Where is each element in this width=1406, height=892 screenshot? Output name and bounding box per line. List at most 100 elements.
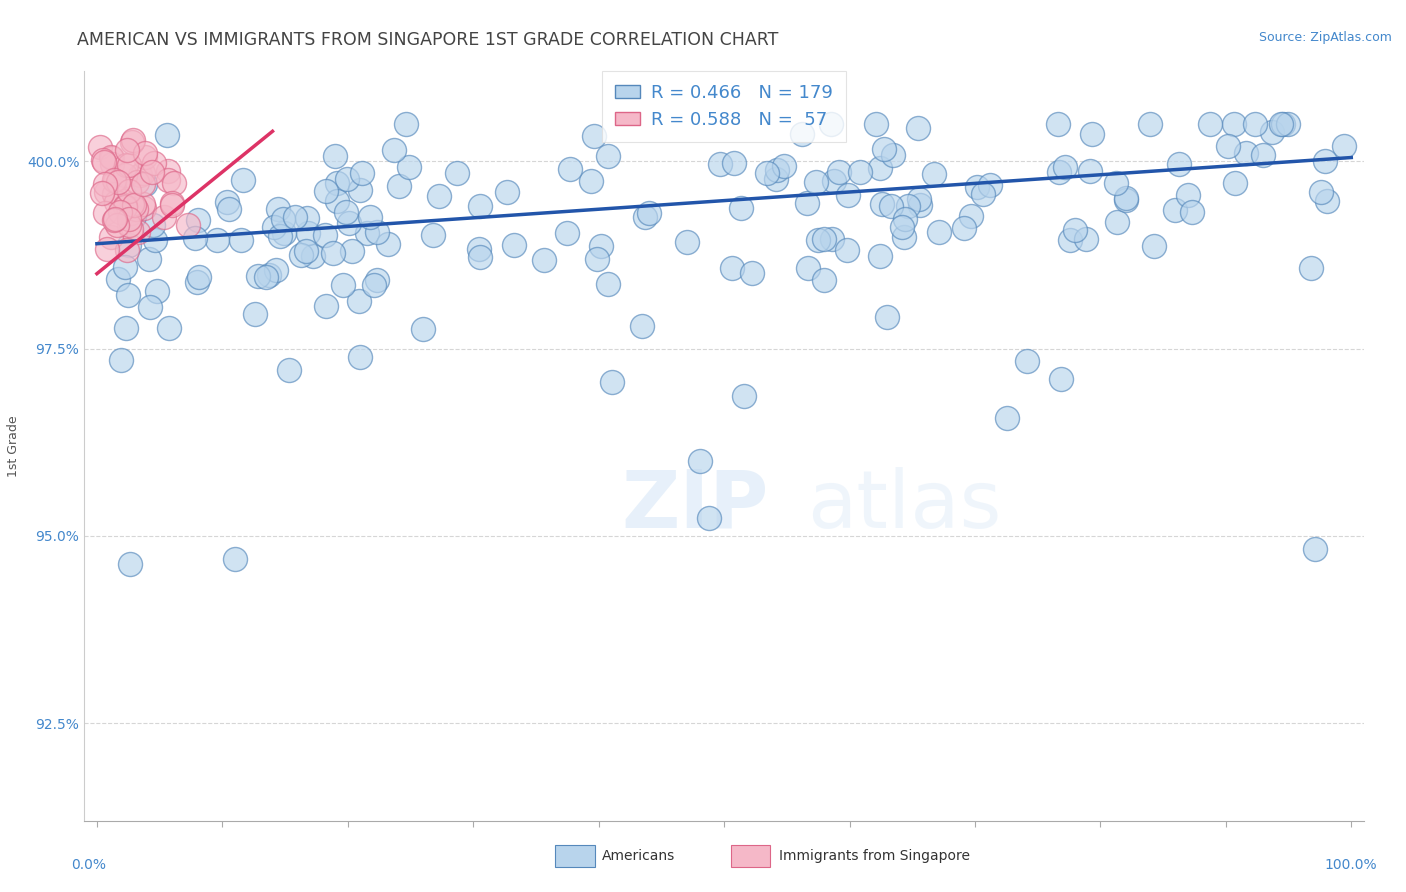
Point: [555, 226, 578, 240]
Point: [120, 205, 142, 219]
Point: [100, 150, 122, 164]
Point: [295, 211, 318, 225]
Point: [103, 173, 125, 187]
Point: [395, 117, 418, 131]
Point: [302, 249, 325, 263]
Point: [114, 260, 136, 275]
Point: [339, 216, 361, 230]
Point: [104, 212, 127, 227]
Point: [721, 261, 744, 276]
Point: [118, 212, 141, 227]
Point: [638, 206, 661, 220]
Point: [121, 196, 143, 211]
Point: [1271, 117, 1294, 131]
Point: [104, 194, 127, 209]
Point: [366, 225, 388, 239]
Point: [315, 300, 337, 314]
Point: [796, 260, 818, 275]
Point: [872, 143, 894, 157]
Point: [1277, 118, 1299, 132]
Point: [218, 202, 240, 216]
Point: [709, 157, 731, 171]
Point: [1315, 194, 1337, 209]
Point: [115, 243, 138, 257]
Point: [94, 206, 117, 220]
Point: [134, 150, 156, 164]
Point: [205, 234, 228, 248]
Point: [103, 186, 125, 201]
Point: [142, 218, 165, 232]
Point: [848, 165, 870, 179]
Point: [1164, 203, 1187, 218]
Point: [1225, 176, 1247, 190]
Point: [1234, 145, 1257, 160]
Point: [290, 248, 312, 262]
Point: [267, 202, 290, 216]
Point: [1270, 117, 1292, 131]
Point: [107, 272, 129, 286]
Point: [928, 225, 950, 239]
Point: [187, 212, 209, 227]
Point: [1143, 239, 1166, 253]
Point: [388, 178, 411, 193]
Point: [326, 176, 349, 190]
Point: [979, 178, 1001, 192]
Point: [598, 149, 620, 163]
Point: [132, 177, 155, 191]
Point: [804, 176, 827, 190]
Point: [100, 157, 122, 171]
Point: [586, 252, 609, 266]
Point: [908, 192, 931, 206]
Text: Americans: Americans: [602, 849, 675, 863]
Point: [813, 272, 835, 286]
Point: [246, 268, 269, 283]
Point: [273, 227, 295, 241]
Point: [215, 194, 238, 209]
Point: [134, 145, 156, 160]
Point: [118, 558, 141, 572]
Point: [1046, 117, 1069, 131]
Point: [1222, 117, 1244, 131]
Point: [1054, 160, 1077, 174]
Point: [117, 287, 139, 301]
Point: [823, 174, 845, 188]
Point: [733, 389, 755, 403]
Point: [907, 121, 929, 136]
Point: [356, 226, 378, 240]
Point: [232, 173, 254, 187]
Point: [796, 196, 818, 211]
Point: [284, 210, 307, 224]
Point: [446, 166, 468, 180]
Point: [1177, 187, 1199, 202]
Point: [377, 237, 399, 252]
Point: [1181, 204, 1204, 219]
Point: [1074, 232, 1097, 246]
Point: [1115, 194, 1137, 208]
Point: [1333, 139, 1355, 153]
Point: [1303, 542, 1326, 557]
Point: [1139, 117, 1161, 131]
Point: [600, 375, 623, 389]
Point: [835, 243, 858, 257]
Point: [382, 143, 405, 157]
Point: [533, 252, 555, 267]
Point: [107, 175, 129, 189]
Point: [730, 201, 752, 215]
Point: [326, 194, 349, 208]
Point: [697, 511, 720, 525]
Point: [264, 263, 287, 277]
Point: [115, 158, 138, 172]
Point: [876, 310, 898, 325]
Point: [177, 218, 200, 232]
Point: [224, 552, 246, 566]
Point: [156, 164, 179, 178]
Point: [112, 194, 135, 208]
Point: [335, 205, 357, 219]
Point: [315, 184, 337, 198]
Point: [893, 211, 915, 226]
Point: [336, 171, 359, 186]
Y-axis label: 1st Grade: 1st Grade: [7, 415, 20, 477]
Point: [322, 245, 344, 260]
Point: [125, 202, 148, 217]
Point: [412, 322, 434, 336]
